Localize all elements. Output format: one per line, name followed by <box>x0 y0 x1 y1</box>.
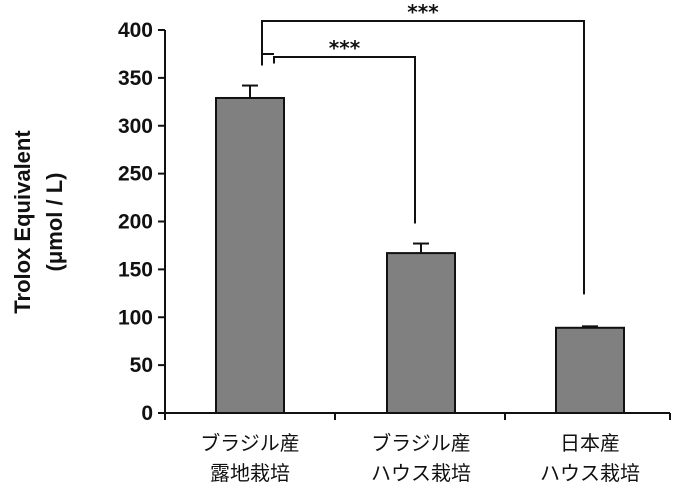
bar <box>386 252 456 414</box>
y-axis-ticks: 0 50 100 150 200 250 300 350 400 <box>118 19 671 425</box>
x-category-label: ハウス栽培 <box>371 461 471 485</box>
y-axis-label: Trolox Equivalent (μmol / L) <box>10 130 67 314</box>
x-category-label: 日本産 <box>560 431 620 455</box>
x-category-label: ブラジル産 <box>371 431 471 455</box>
y-axis-label-line-2: (μmol / L) <box>42 173 67 272</box>
x-category-label: 露地栽培 <box>210 461 290 485</box>
y-tick-label: 100 <box>118 306 153 329</box>
bar <box>555 326 625 414</box>
axes <box>164 30 670 414</box>
y-tick-label: 250 <box>118 163 153 186</box>
error-bars <box>242 84 598 328</box>
y-axis-label-line-1: Trolox Equivalent <box>10 130 35 314</box>
significance-brackets: *** *** <box>261 0 585 295</box>
significance-bracket <box>261 20 585 295</box>
y-tick-label: 350 <box>118 67 153 90</box>
y-tick-label: 300 <box>118 115 153 138</box>
y-tick-label: 50 <box>130 354 153 377</box>
x-category-label: ハウス栽培 <box>540 461 640 485</box>
y-tick-label: 150 <box>118 258 153 281</box>
x-category-label: ブラジル産 <box>200 431 300 455</box>
bars <box>215 96 625 414</box>
significance-label: *** <box>329 36 361 60</box>
significance-label: *** <box>407 0 439 24</box>
y-tick-label: 400 <box>118 19 153 42</box>
y-tick-label: 200 <box>118 211 153 234</box>
bar <box>215 96 285 414</box>
significance-bracket <box>273 56 416 224</box>
y-tick-label: 0 <box>141 402 153 425</box>
